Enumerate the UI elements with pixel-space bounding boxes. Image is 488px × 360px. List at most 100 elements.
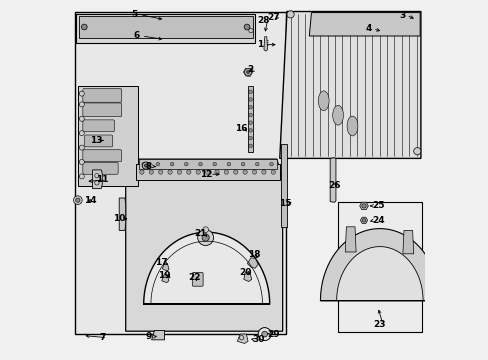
- Circle shape: [413, 148, 420, 155]
- Circle shape: [79, 91, 84, 96]
- Polygon shape: [359, 202, 367, 210]
- Circle shape: [269, 162, 273, 166]
- Text: 17: 17: [154, 258, 167, 267]
- Circle shape: [248, 136, 252, 140]
- Text: 3: 3: [398, 10, 405, 19]
- Circle shape: [261, 170, 265, 174]
- Circle shape: [95, 181, 99, 185]
- Text: 8: 8: [145, 162, 151, 171]
- Polygon shape: [337, 202, 421, 332]
- Polygon shape: [247, 86, 253, 152]
- Circle shape: [142, 162, 145, 166]
- Circle shape: [81, 24, 87, 30]
- Ellipse shape: [332, 105, 343, 125]
- Circle shape: [73, 196, 82, 204]
- Text: 20: 20: [239, 268, 251, 276]
- Polygon shape: [309, 13, 419, 36]
- Circle shape: [170, 162, 174, 166]
- Text: 11: 11: [96, 175, 109, 184]
- Circle shape: [140, 170, 144, 174]
- Polygon shape: [125, 159, 282, 331]
- Text: 6: 6: [133, 31, 140, 40]
- Text: 13: 13: [90, 136, 102, 145]
- Text: 1: 1: [256, 40, 263, 49]
- Polygon shape: [76, 14, 255, 43]
- Text: 14: 14: [84, 196, 97, 204]
- FancyBboxPatch shape: [82, 162, 118, 174]
- Polygon shape: [162, 263, 168, 271]
- Polygon shape: [329, 158, 335, 202]
- Circle shape: [226, 162, 230, 166]
- Text: 18: 18: [247, 251, 260, 259]
- Circle shape: [95, 174, 99, 178]
- Circle shape: [248, 90, 252, 94]
- Text: 25: 25: [371, 202, 384, 210]
- Polygon shape: [345, 227, 355, 252]
- FancyBboxPatch shape: [82, 103, 122, 117]
- Circle shape: [79, 174, 84, 179]
- Circle shape: [270, 170, 275, 174]
- Polygon shape: [119, 198, 125, 230]
- Polygon shape: [402, 230, 413, 254]
- Circle shape: [198, 162, 202, 166]
- Circle shape: [142, 162, 149, 169]
- Polygon shape: [280, 144, 286, 227]
- Circle shape: [258, 328, 270, 341]
- Polygon shape: [162, 274, 168, 283]
- Polygon shape: [92, 170, 102, 189]
- Text: 29: 29: [267, 330, 280, 338]
- Circle shape: [205, 170, 209, 174]
- Circle shape: [244, 68, 251, 76]
- Circle shape: [224, 170, 228, 174]
- Circle shape: [202, 234, 209, 241]
- Polygon shape: [78, 86, 138, 186]
- Polygon shape: [320, 229, 438, 301]
- Text: 24: 24: [371, 216, 384, 225]
- Circle shape: [248, 144, 252, 148]
- Text: 16: 16: [234, 124, 246, 133]
- Circle shape: [261, 331, 267, 337]
- Ellipse shape: [346, 116, 357, 136]
- FancyBboxPatch shape: [82, 120, 114, 132]
- Circle shape: [233, 170, 238, 174]
- Text: 5: 5: [131, 10, 137, 19]
- Circle shape: [76, 198, 80, 202]
- Circle shape: [196, 170, 200, 174]
- Text: 22: 22: [187, 274, 200, 282]
- Circle shape: [149, 170, 153, 174]
- Text: 19: 19: [158, 271, 170, 279]
- Circle shape: [255, 162, 259, 166]
- Circle shape: [186, 170, 191, 174]
- FancyBboxPatch shape: [192, 273, 203, 286]
- Polygon shape: [139, 159, 276, 169]
- Polygon shape: [247, 258, 258, 268]
- Polygon shape: [244, 272, 251, 282]
- FancyBboxPatch shape: [82, 89, 122, 102]
- Circle shape: [248, 98, 252, 101]
- Text: 10: 10: [113, 214, 125, 223]
- FancyBboxPatch shape: [82, 150, 122, 162]
- Circle shape: [248, 121, 252, 125]
- Polygon shape: [151, 330, 164, 340]
- FancyBboxPatch shape: [84, 135, 113, 147]
- Circle shape: [79, 145, 84, 150]
- Circle shape: [248, 105, 252, 109]
- Text: 30: 30: [252, 336, 264, 344]
- Circle shape: [241, 162, 244, 166]
- Polygon shape: [360, 217, 367, 224]
- Circle shape: [177, 170, 181, 174]
- Ellipse shape: [318, 91, 328, 111]
- Polygon shape: [264, 37, 267, 51]
- Circle shape: [362, 219, 365, 222]
- Text: 15: 15: [278, 198, 290, 207]
- Text: 23: 23: [372, 320, 385, 329]
- Circle shape: [203, 227, 208, 233]
- Circle shape: [156, 162, 160, 166]
- Circle shape: [144, 164, 147, 167]
- Circle shape: [184, 162, 188, 166]
- Circle shape: [158, 170, 163, 174]
- Circle shape: [248, 113, 252, 117]
- Polygon shape: [237, 334, 247, 343]
- Circle shape: [248, 129, 252, 132]
- Text: 26: 26: [327, 180, 340, 189]
